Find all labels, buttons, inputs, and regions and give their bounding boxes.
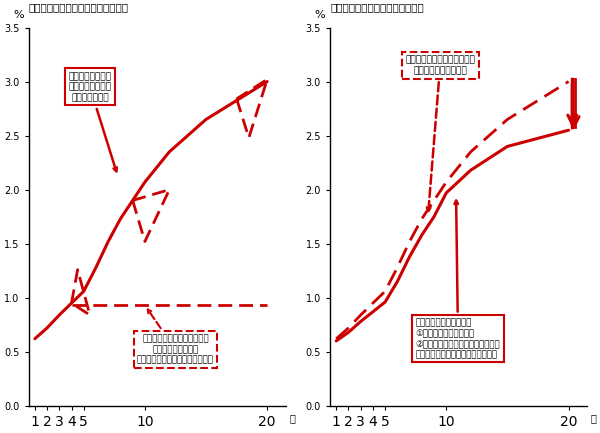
Text: 選好投資家の存在による
①特定年限の希少性経路
②幅広い年限のデュレーション経路
を通じた持続的な金利水準のシフト: 選好投資家の存在による ①特定年限の希少性経路 ②幅広い年限のデュレーション経路… xyxy=(416,200,500,359)
Text: 将来の短期金利の
予測経路に基づく
イールドカーブ: 将来の短期金利の 予測経路に基づく イールドカーブ xyxy=(68,72,117,171)
Text: 年: 年 xyxy=(590,414,596,423)
Text: %: % xyxy=(314,10,325,20)
Text: 選好投資家の存在を考慮した場合: 選好投資家の存在を考慮した場合 xyxy=(330,2,424,13)
Text: 選好投資家の存在を考慮しない場合: 選好投資家の存在を考慮しない場合 xyxy=(29,2,128,13)
Text: 年: 年 xyxy=(289,414,295,423)
Text: 一時的な需給ショックによる
特定年限の金利変動
（裁定を通じて元の水準に収束）: 一時的な需給ショックによる 特定年限の金利変動 （裁定を通じて元の水準に収束） xyxy=(137,310,214,365)
Text: %: % xyxy=(13,10,23,20)
Text: 将来の短期金利の予測経路に
基づくイールドカーブ: 将来の短期金利の予測経路に 基づくイールドカーブ xyxy=(405,55,475,211)
